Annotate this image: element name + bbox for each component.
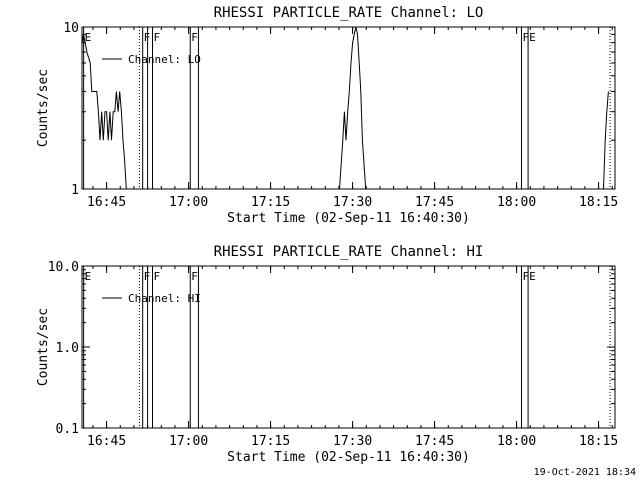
flag-label: E (529, 270, 536, 283)
x-tick-label: 17:30 (333, 434, 372, 449)
y-tick-label: 10.0 (48, 260, 79, 275)
lo-channel-chart: RHESSI PARTICLE_RATE Channel: LO 16:45 17:… (36, 5, 618, 226)
y-axis-label: Counts/sec (36, 308, 51, 386)
x-tick-label: 18:00 (497, 195, 536, 210)
flag-label: F (144, 31, 151, 44)
flag-label: F (154, 270, 161, 283)
flag-label: F (191, 31, 198, 44)
footer-timestamp: 19-Oct-2021 18:34 (534, 467, 636, 478)
x-tick-label: 17:30 (333, 195, 372, 210)
x-tick-label: 17:15 (251, 195, 290, 210)
flag-label: E (529, 31, 536, 44)
plot-frame (81, 26, 616, 190)
series-line (339, 26, 367, 190)
flag-label: F (154, 31, 161, 44)
y-axis-label: Counts/sec (36, 69, 51, 147)
x-tick-label: 17:15 (251, 434, 290, 449)
flag-label: F (191, 270, 198, 283)
x-axis-label: Start Time (02-Sep-11 16:40:30) (227, 450, 470, 465)
legend-label: Channel: HI (128, 292, 201, 305)
x-tick-label: 18:00 (497, 434, 536, 449)
x-tick-label: 17:00 (169, 195, 208, 210)
x-tick-label: 17:45 (415, 195, 454, 210)
flag-label: F (523, 270, 530, 283)
y-tick-label: 1 (71, 183, 79, 198)
flag-label: E (85, 270, 92, 283)
series-line (81, 34, 127, 190)
x-tick-label: 16:45 (87, 195, 126, 210)
flag-label: F (144, 270, 151, 283)
x-tick-label: 18:15 (579, 195, 618, 210)
legend-label: Channel: LO (128, 53, 201, 66)
chart-title: RHESSI PARTICLE_RATE Channel: HI (214, 244, 484, 260)
x-tick-label: 17:00 (169, 434, 208, 449)
y-tick-label: 10 (63, 21, 79, 36)
y-tick-label: 1.0 (56, 341, 79, 356)
x-tick-label: 18:15 (579, 434, 618, 449)
series-line (603, 91, 609, 190)
flag-label: F (523, 31, 530, 44)
y-tick-label: 0.1 (56, 422, 79, 437)
flag-label: E (85, 31, 92, 44)
chart-title: RHESSI PARTICLE_RATE Channel: LO (214, 5, 484, 21)
plot-frame (81, 265, 616, 429)
hi-channel-chart: RHESSI PARTICLE_RATE Channel: HI 16:45 17:… (36, 244, 618, 465)
x-tick-label: 17:45 (415, 434, 454, 449)
x-tick-label: 16:45 (87, 434, 126, 449)
x-axis-label: Start Time (02-Sep-11 16:40:30) (227, 211, 470, 226)
